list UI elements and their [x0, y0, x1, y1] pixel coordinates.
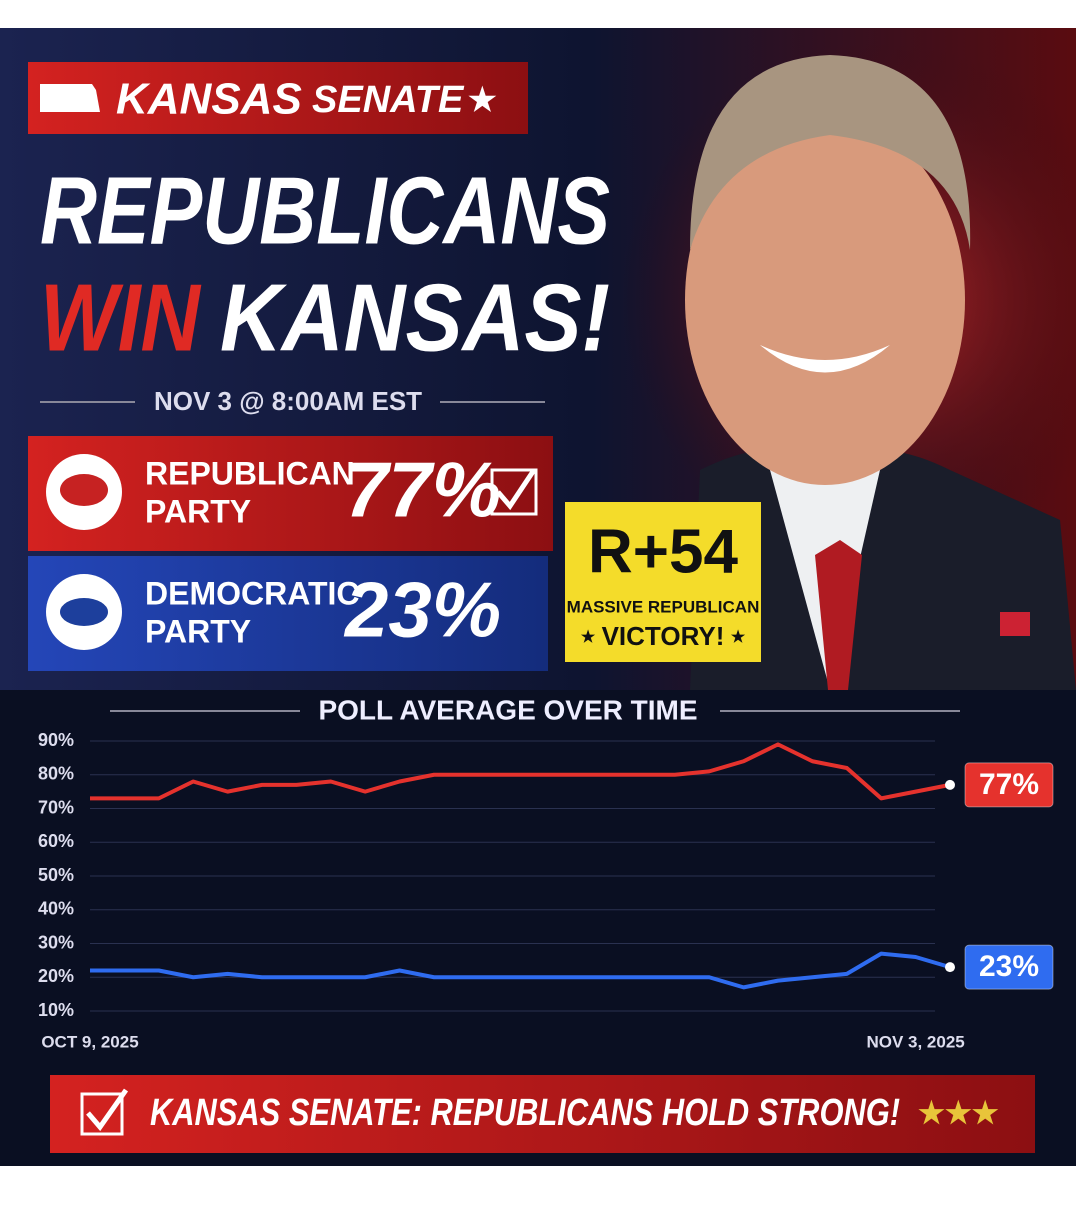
y-tick-label: 10%	[38, 1000, 74, 1020]
end-label: 23%	[979, 950, 1039, 983]
series-line	[90, 951, 951, 990]
star: ★	[468, 81, 497, 117]
end-label: 77%	[979, 768, 1039, 801]
x-tick-label: NOV 3, 2025	[866, 1032, 964, 1051]
x-tick-label: OCT 9, 2025	[41, 1032, 138, 1051]
party-share: 77%	[345, 446, 501, 534]
badge-margin: R+54	[588, 517, 738, 586]
y-tick-label: 30%	[38, 932, 74, 952]
state-icon	[40, 84, 100, 112]
check-box	[490, 468, 538, 516]
party-share: 23%	[343, 566, 501, 654]
state-name: KANSAS	[116, 75, 302, 124]
y-tick-label: 70%	[38, 797, 74, 817]
headline-state: KANSAS!	[220, 264, 610, 371]
headline-win: WIN	[40, 264, 201, 371]
badge-text: VICTORY!	[602, 621, 725, 651]
check	[86, 1088, 129, 1132]
end-dot	[945, 779, 955, 790]
plot: 10% 20% 30% 40% 50% 60% 70% 80% 90% OCT 9, 2025 NO…	[38, 730, 1054, 1051]
check	[496, 468, 537, 511]
y-tick-label: 40%	[38, 899, 74, 919]
footer-text: KANSAS SENATE: REPUBLICANS HOLD STRONG!	[150, 1092, 900, 1134]
y-tick-label: 20%	[38, 966, 74, 986]
y-tick-label: 50%	[38, 865, 74, 885]
stars: ★★★	[918, 1097, 999, 1130]
end-label-box	[964, 762, 1054, 808]
party-name: DEMOCRATIC	[145, 575, 360, 611]
footer-banner	[50, 1075, 1035, 1153]
party-icon	[60, 474, 108, 506]
party-name: PARTY	[145, 493, 251, 529]
timestamp: NOV 3 @ 8:00AM EST	[154, 386, 422, 416]
star: ★	[731, 629, 746, 646]
badge	[565, 502, 761, 662]
check-box	[80, 1092, 124, 1136]
badge-text: MASSIVE REPUBLICAN	[567, 597, 760, 616]
end-dot	[945, 962, 955, 973]
y-tick-label: 90%	[38, 730, 74, 750]
race-name: SENATE	[312, 79, 465, 121]
party-name: REPUBLICAN	[145, 455, 355, 491]
party-icon	[60, 598, 108, 626]
portrait	[685, 55, 1076, 690]
chart-title: POLL AVERAGE OVER TIME	[318, 694, 697, 725]
series-line	[90, 742, 951, 801]
party-name: PARTY	[145, 613, 251, 649]
state-banner	[28, 62, 528, 134]
y-tick-label: 60%	[38, 831, 74, 851]
y-tick-label: 80%	[38, 764, 74, 784]
end-label-box	[964, 944, 1054, 990]
star: ★	[581, 629, 596, 646]
headline: REPUBLICANS	[40, 157, 610, 264]
